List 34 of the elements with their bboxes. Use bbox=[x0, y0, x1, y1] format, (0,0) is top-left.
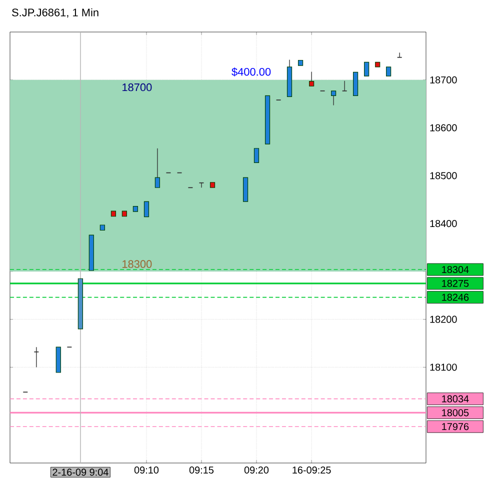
candlestick bbox=[254, 148, 260, 164]
y-tick-label: 18600 bbox=[430, 124, 457, 132]
x-tick-label: 09:20 bbox=[244, 466, 269, 474]
candlestick bbox=[364, 62, 370, 76]
candlestick bbox=[198, 182, 204, 188]
x-tick-label: 09:15 bbox=[189, 466, 214, 474]
candlestick bbox=[342, 80, 348, 92]
candlestick bbox=[309, 71, 314, 86]
annotation: $400.00 bbox=[232, 68, 271, 76]
candlestick bbox=[352, 72, 358, 96]
candlestick bbox=[242, 177, 248, 202]
y-tick-label: 18400 bbox=[430, 220, 457, 228]
candlestick bbox=[396, 52, 402, 58]
x-tick-label: 16-09:25 bbox=[292, 466, 331, 474]
ref-line-label: 18034 bbox=[442, 395, 469, 402]
ref-line-label: 17976 bbox=[442, 423, 469, 430]
y-tick-label: 18100 bbox=[430, 364, 457, 371]
annotation: 18700 bbox=[122, 83, 152, 92]
x-tick-label: 09:10 bbox=[134, 466, 159, 474]
candlestick bbox=[34, 346, 40, 368]
annotation: 18300 bbox=[122, 260, 152, 268]
y-tick-label: 18700 bbox=[430, 76, 457, 84]
candlestick bbox=[331, 90, 336, 106]
ref-line-label: 18304 bbox=[442, 266, 469, 274]
chart-title: S.JP.J6861, 1 Min bbox=[12, 8, 98, 18]
y-tick-label: 18200 bbox=[430, 316, 457, 323]
ref-line-label: 18246 bbox=[442, 294, 469, 301]
candlestick bbox=[386, 66, 392, 76]
y-tick-label: 18500 bbox=[430, 172, 457, 180]
ref-line-label: 18005 bbox=[442, 409, 469, 416]
candlestick bbox=[144, 201, 150, 218]
candlestick bbox=[154, 148, 160, 188]
ref-line-label: 2-16-09 9:04 bbox=[52, 468, 108, 476]
ref-line-label: 18275 bbox=[442, 280, 469, 287]
